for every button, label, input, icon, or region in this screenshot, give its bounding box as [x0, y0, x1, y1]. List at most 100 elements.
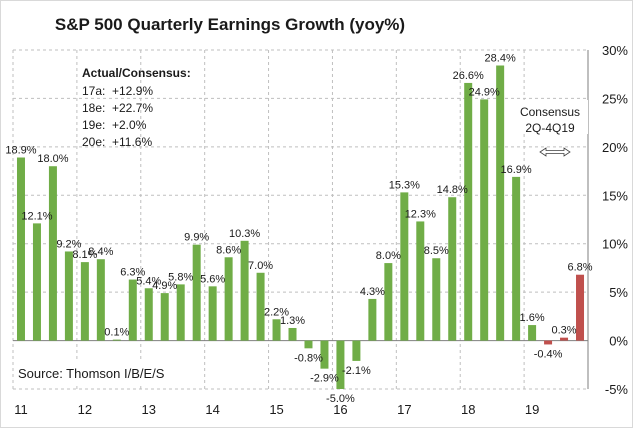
y-tick-label: 25%: [602, 91, 628, 106]
y-tick-label: -5%: [605, 382, 629, 397]
x-tick-label: 15: [269, 402, 283, 417]
bar: [528, 325, 537, 341]
data-label: -2.1%: [342, 365, 371, 377]
ac-row-value: +12.9%: [112, 84, 153, 98]
bar: [384, 263, 393, 341]
ac-row-label: 19e:: [82, 118, 105, 132]
data-label: 0.1%: [104, 327, 129, 339]
bar: [112, 339, 121, 341]
bar: [432, 258, 441, 341]
data-label: -0.8%: [294, 352, 323, 364]
x-tick-label: 14: [205, 402, 219, 417]
bar: [192, 244, 201, 341]
consensus-note-line: 2Q-4Q19: [525, 121, 575, 135]
consensus-note: Consensus 2Q-4Q19: [512, 100, 588, 157]
data-label: 28.4%: [485, 52, 516, 64]
data-label: 1.6%: [520, 312, 545, 324]
bar: [560, 337, 569, 341]
y-axis-ticks: -5% 0% 5% 10% 15% 20% 25% 30%: [602, 43, 628, 397]
data-label: 15.3%: [389, 179, 420, 191]
bar: [368, 298, 377, 341]
bar: [512, 176, 521, 341]
data-label: 12.3%: [405, 208, 436, 220]
source-note-bg: [14, 362, 204, 384]
bar: [144, 288, 153, 341]
bar: [352, 340, 361, 361]
data-label: 8.6%: [216, 244, 241, 256]
bar-layer: [16, 65, 585, 389]
bar: [576, 274, 585, 341]
data-label: 18.9%: [5, 145, 36, 157]
bar: [320, 340, 329, 369]
ac-row-label: 18e:: [82, 101, 105, 115]
x-tick-label: 16: [333, 402, 347, 417]
y-tick-label: 20%: [602, 140, 628, 155]
bar: [448, 197, 457, 341]
data-label: 5.6%: [200, 273, 225, 285]
data-label: 9.2%: [56, 238, 81, 250]
bar: [240, 240, 249, 341]
data-label: -5.0%: [326, 393, 355, 405]
ac-row-value: +11.6%: [112, 135, 152, 149]
data-label: 26.6%: [453, 70, 484, 82]
source-text: Source: Thomson I/B/E/S: [18, 366, 165, 381]
y-tick-label: 0%: [609, 334, 628, 349]
source-note: Source: Thomson I/B/E/S: [14, 362, 204, 384]
y-tick-label: 5%: [609, 285, 628, 300]
bar: [304, 340, 313, 349]
data-label: 2.2%: [264, 306, 289, 318]
x-tick-label: 19: [525, 402, 539, 417]
data-label: 7.0%: [248, 260, 273, 272]
bar: [416, 221, 425, 341]
bar: [176, 284, 185, 341]
x-tick-label: 12: [78, 402, 92, 417]
data-label: 14.8%: [437, 184, 468, 196]
x-axis-ticks: 11 12 13 14 15 16 17 18 19: [14, 402, 539, 417]
x-tick-label: 17: [397, 402, 411, 417]
bar: [64, 251, 73, 341]
y-tick-label: 30%: [602, 43, 628, 58]
ac-row-value: +2.0%: [112, 118, 147, 132]
bar: [128, 279, 137, 341]
data-label: 5.4%: [136, 275, 161, 287]
data-label: 5.8%: [168, 271, 193, 283]
data-label: 10.3%: [229, 228, 260, 240]
data-label: 1.3%: [280, 315, 305, 327]
data-label: 8.1%: [72, 249, 97, 261]
data-label: 4.9%: [152, 280, 177, 292]
data-label: 12.1%: [21, 210, 52, 222]
data-label: 9.9%: [184, 232, 209, 244]
ac-row-value: +22.7%: [112, 101, 153, 115]
bar: [224, 257, 233, 341]
bar: [160, 293, 169, 341]
data-label: 16.9%: [501, 164, 532, 176]
data-label: -0.4%: [534, 348, 563, 360]
y-tick-label: 10%: [602, 237, 628, 252]
bar: [400, 192, 409, 341]
bar: [16, 157, 25, 341]
bar: [544, 340, 553, 345]
data-label: 24.9%: [469, 86, 500, 98]
data-label: 0.3%: [552, 325, 577, 337]
double-arrow-icon: [539, 147, 571, 157]
bar: [256, 272, 265, 341]
data-label: 4.3%: [360, 286, 385, 298]
y-tick-label: 15%: [602, 188, 628, 203]
bar: [464, 82, 473, 341]
x-tick-label: 11: [14, 402, 28, 417]
data-label: -2.9%: [310, 373, 339, 385]
consensus-note-bg: [512, 100, 588, 134]
data-label: 8.5%: [424, 245, 449, 257]
data-label: 8.4%: [88, 246, 113, 258]
data-label: 6.8%: [567, 262, 592, 274]
bar: [496, 65, 505, 341]
consensus-note-line: Consensus: [520, 105, 580, 119]
bar: [96, 259, 105, 341]
bar: [32, 223, 41, 341]
x-tick-label: 18: [461, 402, 475, 417]
bar: [272, 319, 281, 341]
data-label: 8.0%: [376, 250, 401, 262]
